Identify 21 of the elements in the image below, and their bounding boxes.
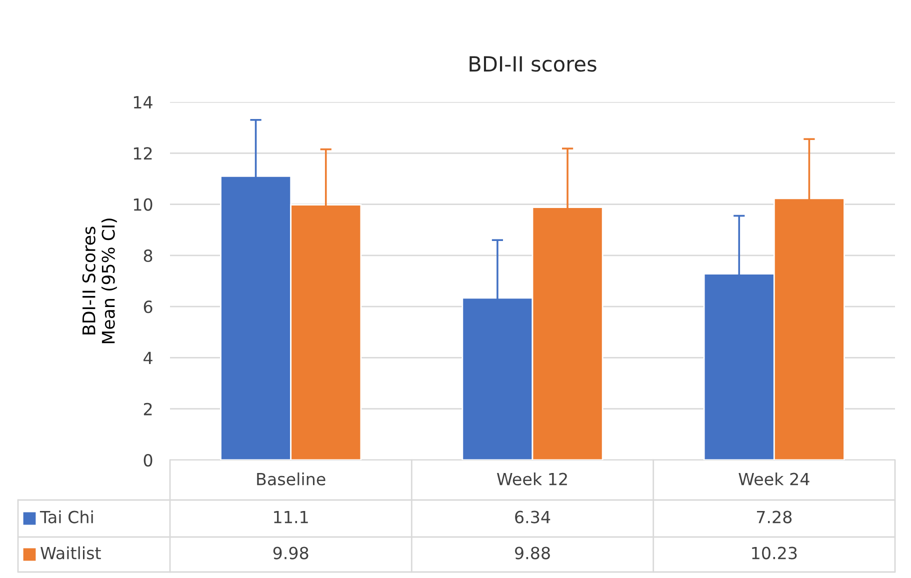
data-label: 11.1 bbox=[274, 510, 308, 524]
data-label: 10.23 bbox=[752, 546, 797, 560]
y-tick-label: 14 bbox=[134, 96, 152, 108]
y-tick-label: 6 bbox=[144, 300, 152, 314]
y-tick-label: 2 bbox=[144, 402, 152, 416]
y-tick-label: 12 bbox=[134, 147, 152, 160]
legend-label: Tai Chi bbox=[40, 510, 93, 524]
y-tick-label: 4 bbox=[144, 352, 152, 364]
y-tick-label: 10 bbox=[134, 198, 152, 211]
data-label: 7.28 bbox=[756, 510, 792, 524]
chart-title: BDI-II scores bbox=[470, 56, 596, 72]
data-label: 9.88 bbox=[514, 546, 550, 560]
data-label: 6.34 bbox=[515, 510, 550, 524]
y-axis-title: BDI-II Scores Mean (95% CI) bbox=[82, 218, 117, 344]
x-tick-label: Baseline bbox=[257, 472, 326, 486]
legend-label: Waitlist bbox=[40, 546, 101, 560]
y-tick-label: 0 bbox=[144, 454, 152, 467]
y-tick-label: 8 bbox=[144, 249, 152, 262]
data-label: 9.98 bbox=[273, 546, 308, 560]
x-tick-label: Week 12 bbox=[496, 472, 567, 486]
x-tick-label: Week 24 bbox=[738, 472, 810, 486]
